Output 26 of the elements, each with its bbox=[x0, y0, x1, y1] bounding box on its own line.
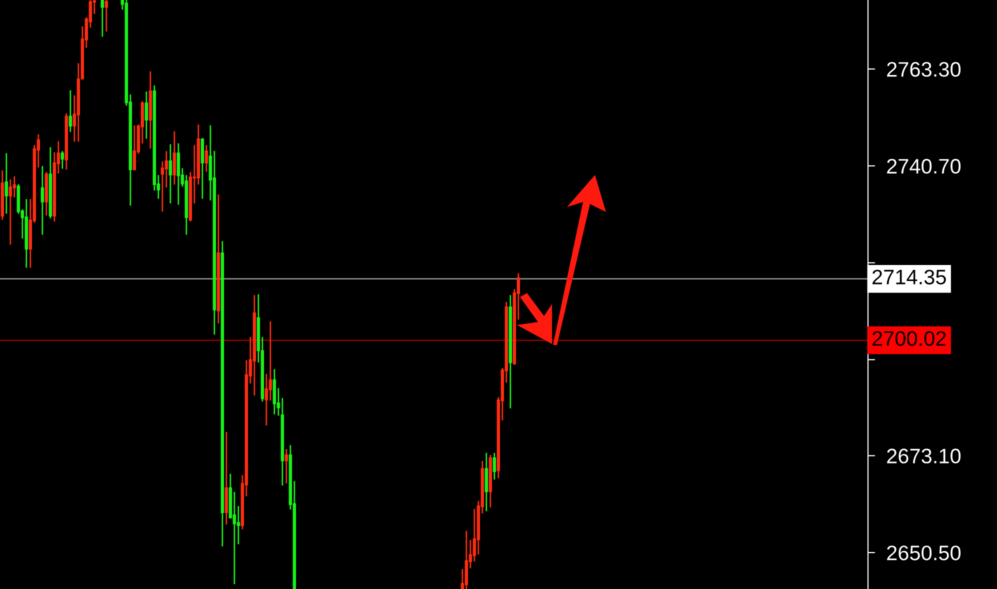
candlestick bbox=[176, 143, 180, 205]
y-tick-label: 2650.50 bbox=[887, 546, 961, 560]
candlestick bbox=[40, 166, 44, 235]
candlestick bbox=[104, 0, 108, 32]
candlestick bbox=[268, 321, 272, 401]
y-tick-label: 2740.70 bbox=[887, 158, 961, 174]
candlestick bbox=[144, 91, 148, 139]
candlestick bbox=[132, 125, 136, 170]
candlestick bbox=[4, 153, 8, 214]
candlestick bbox=[492, 452, 496, 480]
ref-line-label: 2700.02 bbox=[872, 331, 946, 346]
candlestick bbox=[236, 506, 240, 544]
candlestick bbox=[484, 452, 488, 512]
candlestick bbox=[68, 90, 72, 132]
candlestick bbox=[232, 492, 236, 584]
y-tick-label: 2763.30 bbox=[887, 62, 961, 77]
candlestick bbox=[60, 151, 64, 169]
ref-line-label: 2714.35 bbox=[872, 270, 946, 284]
candlestick bbox=[164, 151, 168, 188]
candlestick bbox=[168, 144, 172, 204]
y-tick-label: 2673.10 bbox=[887, 448, 961, 464]
candlestick bbox=[204, 145, 208, 172]
candlestick bbox=[100, 0, 104, 37]
candlestick bbox=[284, 448, 288, 484]
candlestick bbox=[8, 179, 12, 245]
candlestick bbox=[172, 131, 176, 185]
